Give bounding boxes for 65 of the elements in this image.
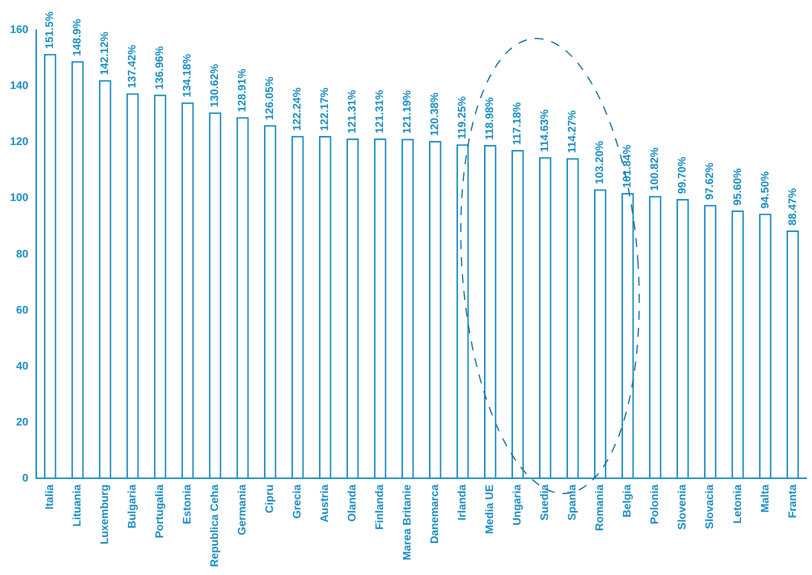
x-tick-label: Media UE xyxy=(484,484,496,534)
y-tick-label: 0 xyxy=(22,472,28,485)
x-tick-label: Belgia xyxy=(622,484,634,518)
data-label: 121.19% xyxy=(402,90,414,134)
data-label: 118.98% xyxy=(484,96,496,140)
data-label: 88.47% xyxy=(786,188,799,226)
y-tick-label: 20 xyxy=(16,416,28,428)
x-tick-label: Luxemburg xyxy=(99,484,112,544)
y-tick-label: 160 xyxy=(10,24,28,36)
x-tick-label: Ungaria xyxy=(512,484,524,526)
x-tick-label: Olanda xyxy=(346,484,359,522)
data-label: 134.18% xyxy=(182,54,194,98)
data-label: 148.9% xyxy=(72,18,84,56)
x-tick-label: Austria xyxy=(319,484,332,522)
data-label: 121.31% xyxy=(374,90,386,134)
x-tick-label: Irlanda xyxy=(456,484,469,521)
y-tick-label: 60 xyxy=(16,304,28,316)
data-label: 151.5% xyxy=(44,11,56,49)
data-label: 99.70% xyxy=(676,156,689,194)
x-tick-label: Marea Britanie xyxy=(402,484,414,560)
data-label: 97.62% xyxy=(704,162,716,200)
data-label: 117.18% xyxy=(512,102,524,146)
x-tick-label: Spania xyxy=(566,484,579,521)
x-tick-label: Finlanda xyxy=(374,484,386,530)
data-label: 126.05% xyxy=(264,76,276,120)
x-tick-label: Portugalia xyxy=(154,484,166,538)
x-tick-label: Grecia xyxy=(292,484,304,519)
x-tick-label: Estonia xyxy=(182,484,194,524)
x-tick-label: Danemarca xyxy=(429,484,442,544)
data-label: 136.96% xyxy=(154,46,166,90)
x-tick-label: Suedia xyxy=(539,484,552,521)
y-tick-label: 80 xyxy=(16,248,28,260)
data-label: 114.63% xyxy=(539,109,552,152)
data-label: 119.25% xyxy=(456,96,469,140)
data-label: 120.38% xyxy=(429,92,442,136)
x-tick-label: Italia xyxy=(44,484,56,510)
data-label: 128.91% xyxy=(236,68,249,112)
x-tick-label: Cipru xyxy=(264,484,276,514)
x-tick-label: Bulgaria xyxy=(126,484,139,528)
y-tick-label: 40 xyxy=(16,360,28,372)
x-tick-label: Polonia xyxy=(649,484,662,524)
data-label: 130.62% xyxy=(209,64,222,108)
data-label: 121.31% xyxy=(346,90,359,134)
x-tick-label: Malta xyxy=(759,484,772,513)
x-tick-label: Republica Ceha xyxy=(209,484,222,568)
data-label: 103.20% xyxy=(594,140,606,184)
y-tick-label: 120 xyxy=(10,136,28,148)
data-label: 137.42% xyxy=(126,44,139,88)
data-label: 100.82% xyxy=(649,147,662,191)
x-tick-label: Letonia xyxy=(732,484,744,524)
x-tick-label: Romania xyxy=(594,484,606,531)
data-label: 94.50% xyxy=(759,171,772,209)
data-label: 142.12% xyxy=(99,31,112,76)
data-label: 101.84% xyxy=(622,144,634,188)
y-tick-label: 140 xyxy=(10,80,28,92)
x-tick-label: Slovacia xyxy=(704,484,716,530)
x-tick-label: Franta xyxy=(786,484,799,518)
data-label: 122.17% xyxy=(319,87,332,132)
x-tick-label: Germania xyxy=(236,484,249,536)
x-tick-label: Lituania xyxy=(72,484,84,527)
data-label: 114.27% xyxy=(566,110,579,154)
data-label: 95.60% xyxy=(732,168,744,206)
x-tick-label: Slovenia xyxy=(676,484,689,530)
data-label: 122.24% xyxy=(292,87,304,131)
y-tick-label: 100 xyxy=(10,192,28,204)
